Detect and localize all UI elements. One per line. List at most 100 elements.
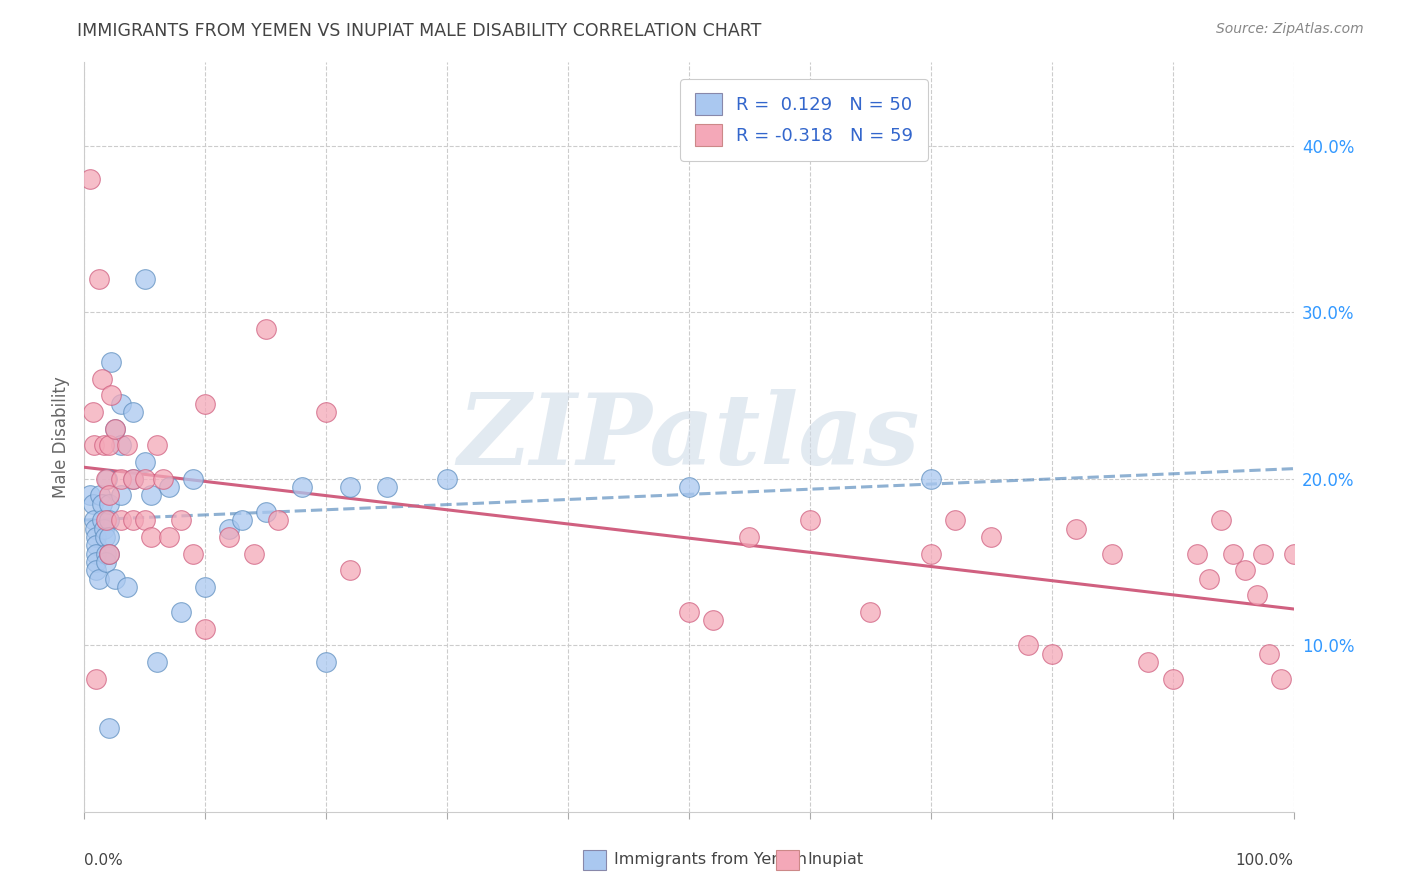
Point bbox=[1222, 547, 1244, 561]
Point bbox=[1258, 647, 1281, 661]
Point bbox=[242, 547, 264, 561]
Y-axis label: Male Disability: Male Disability bbox=[52, 376, 70, 498]
Point bbox=[115, 438, 138, 452]
Point bbox=[104, 422, 127, 436]
Text: Inupiat: Inupiat bbox=[807, 853, 863, 867]
Point bbox=[799, 513, 821, 527]
Point bbox=[231, 513, 253, 527]
Point bbox=[97, 497, 120, 511]
Point bbox=[1064, 522, 1087, 536]
Point bbox=[110, 472, 132, 486]
Point bbox=[83, 513, 105, 527]
Point bbox=[1185, 547, 1208, 561]
Point bbox=[1101, 547, 1123, 561]
Point bbox=[267, 513, 290, 527]
Point bbox=[1017, 638, 1039, 652]
Point bbox=[1270, 672, 1292, 686]
Text: ZIPatlas: ZIPatlas bbox=[458, 389, 920, 485]
Point bbox=[86, 538, 108, 552]
Point bbox=[1198, 572, 1220, 586]
Point bbox=[79, 488, 101, 502]
Point bbox=[91, 497, 114, 511]
Point bbox=[1234, 563, 1257, 577]
Point bbox=[97, 530, 120, 544]
Point bbox=[980, 530, 1002, 544]
Point bbox=[97, 722, 120, 736]
Point bbox=[170, 513, 193, 527]
Point bbox=[121, 513, 143, 527]
Point bbox=[79, 172, 101, 186]
Text: Source: ZipAtlas.com: Source: ZipAtlas.com bbox=[1216, 22, 1364, 37]
Point bbox=[104, 422, 127, 436]
Point bbox=[94, 472, 117, 486]
Point bbox=[254, 322, 277, 336]
Point bbox=[100, 388, 122, 402]
Point bbox=[920, 547, 942, 561]
Point bbox=[97, 547, 120, 561]
Point bbox=[339, 563, 361, 577]
Point bbox=[91, 513, 114, 527]
Point bbox=[375, 480, 398, 494]
Point bbox=[110, 438, 132, 452]
Point bbox=[104, 572, 127, 586]
Point bbox=[315, 405, 337, 419]
Point bbox=[134, 513, 156, 527]
Point bbox=[110, 488, 132, 502]
Point bbox=[82, 497, 104, 511]
Point bbox=[86, 555, 108, 569]
Point bbox=[100, 355, 122, 369]
Text: 100.0%: 100.0% bbox=[1236, 853, 1294, 868]
Text: IMMIGRANTS FROM YEMEN VS INUPIAT MALE DISABILITY CORRELATION CHART: IMMIGRANTS FROM YEMEN VS INUPIAT MALE DI… bbox=[77, 22, 762, 40]
Point bbox=[134, 272, 156, 286]
Point bbox=[194, 580, 217, 594]
Point bbox=[181, 547, 204, 561]
Point bbox=[218, 522, 240, 536]
Point bbox=[1282, 547, 1305, 561]
Text: 0.0%: 0.0% bbox=[84, 853, 124, 868]
Point bbox=[1209, 513, 1232, 527]
Point bbox=[146, 438, 169, 452]
Point bbox=[920, 472, 942, 486]
Point bbox=[93, 438, 115, 452]
Point bbox=[86, 547, 108, 561]
Point bbox=[315, 655, 337, 669]
Point bbox=[436, 472, 458, 486]
Legend: R =  0.129   N = 50, R = -0.318   N = 59: R = 0.129 N = 50, R = -0.318 N = 59 bbox=[681, 79, 928, 161]
Point bbox=[1161, 672, 1184, 686]
Point bbox=[87, 272, 110, 286]
Point bbox=[139, 530, 162, 544]
Point bbox=[97, 488, 120, 502]
Point bbox=[1253, 547, 1275, 561]
Point bbox=[97, 438, 120, 452]
Point bbox=[702, 613, 724, 627]
Point bbox=[254, 505, 277, 519]
Point bbox=[1040, 647, 1063, 661]
Point bbox=[170, 605, 193, 619]
Point bbox=[82, 405, 104, 419]
Point bbox=[86, 530, 108, 544]
Point bbox=[121, 405, 143, 419]
Point bbox=[339, 480, 361, 494]
Point bbox=[218, 530, 240, 544]
Point bbox=[93, 522, 115, 536]
Point bbox=[96, 472, 118, 486]
Point bbox=[91, 372, 114, 386]
Text: Immigrants from Yemen: Immigrants from Yemen bbox=[614, 853, 807, 867]
Point bbox=[859, 605, 882, 619]
Point bbox=[1246, 588, 1268, 602]
Point bbox=[115, 580, 138, 594]
Point bbox=[83, 438, 105, 452]
Point bbox=[157, 480, 180, 494]
Point bbox=[194, 397, 217, 411]
Point bbox=[146, 655, 169, 669]
Point bbox=[94, 547, 117, 561]
Point bbox=[738, 530, 761, 544]
Point bbox=[94, 555, 117, 569]
Point bbox=[97, 513, 120, 527]
Point bbox=[86, 672, 108, 686]
Point bbox=[1137, 655, 1160, 669]
Point bbox=[194, 622, 217, 636]
Point bbox=[110, 513, 132, 527]
Point bbox=[181, 472, 204, 486]
Point bbox=[97, 547, 120, 561]
